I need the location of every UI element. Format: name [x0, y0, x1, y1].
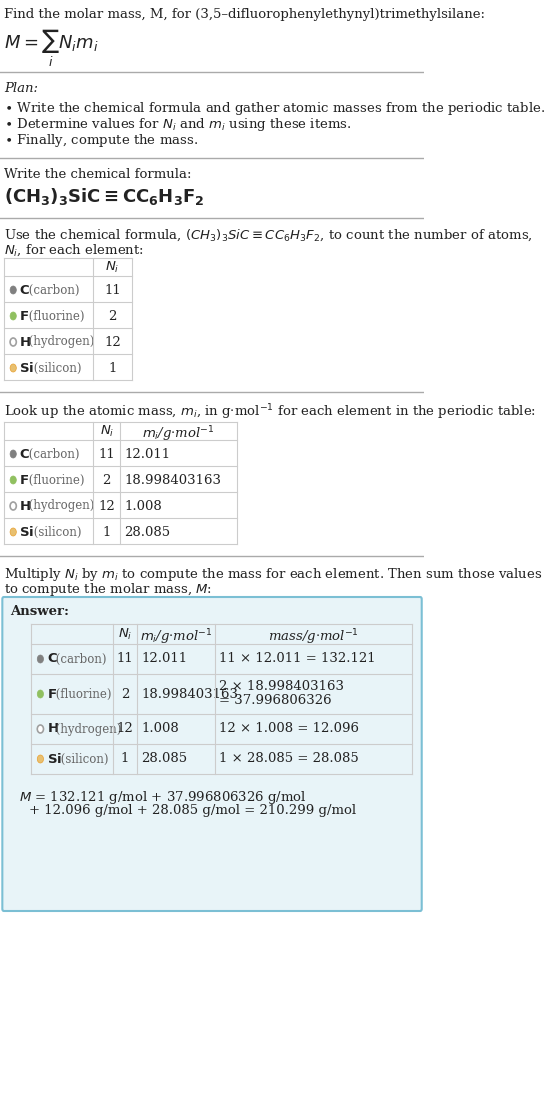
Circle shape [10, 312, 16, 320]
Circle shape [37, 755, 44, 763]
Circle shape [37, 725, 44, 733]
Text: $\mathbf{C}$: $\mathbf{C}$ [46, 652, 57, 666]
Text: = 37.996806326: = 37.996806326 [219, 694, 331, 707]
Circle shape [37, 654, 44, 663]
Text: (silicon): (silicon) [57, 752, 108, 766]
Text: $m_i$/g$\cdot$mol$^{-1}$: $m_i$/g$\cdot$mol$^{-1}$ [143, 424, 215, 443]
Text: $\mathbf{H}$: $\mathbf{H}$ [46, 723, 58, 736]
Text: $\mathbf{Si}$: $\mathbf{Si}$ [46, 752, 62, 766]
Circle shape [10, 502, 16, 510]
Text: $\mathit{M}$ = 132.121 g/mol + 37.996806326 g/mol: $\mathit{M}$ = 132.121 g/mol + 37.996806… [20, 789, 307, 806]
Text: $N_i$: $N_i$ [99, 424, 114, 439]
Text: 2: 2 [109, 309, 117, 322]
Text: $m_i$/g$\cdot$mol$^{-1}$: $m_i$/g$\cdot$mol$^{-1}$ [140, 627, 212, 647]
Text: (carbon): (carbon) [52, 652, 106, 666]
Circle shape [37, 690, 44, 698]
Text: + 12.096 g/mol + 28.085 g/mol = 210.299 g/mol: + 12.096 g/mol + 28.085 g/mol = 210.299 … [29, 804, 356, 817]
Text: $\mathbf{Si}$: $\mathbf{Si}$ [20, 361, 34, 375]
Circle shape [10, 286, 16, 294]
Text: (hydrogen): (hydrogen) [25, 499, 94, 513]
Text: $N_i$: $N_i$ [118, 627, 132, 642]
Text: (carbon): (carbon) [25, 448, 79, 461]
Text: $\mathbf{F}$: $\mathbf{F}$ [20, 309, 29, 322]
Text: 1.008: 1.008 [124, 499, 162, 513]
Text: 12: 12 [104, 336, 121, 349]
Text: Write the chemical formula:: Write the chemical formula: [4, 168, 192, 182]
Text: $\bullet$ Finally, compute the mass.: $\bullet$ Finally, compute the mass. [4, 132, 198, 148]
Text: $\mathbf{F}$: $\mathbf{F}$ [20, 473, 29, 486]
Text: 12.011: 12.011 [141, 652, 187, 666]
Text: 1: 1 [103, 526, 111, 539]
Text: 12: 12 [117, 723, 133, 736]
Text: $\mathbf{F}$: $\mathbf{F}$ [46, 688, 57, 701]
Text: 18.998403163: 18.998403163 [124, 473, 221, 486]
Text: mass/g$\cdot$mol$^{-1}$: mass/g$\cdot$mol$^{-1}$ [268, 627, 359, 647]
Text: (fluorine): (fluorine) [25, 309, 84, 322]
Text: 11: 11 [117, 652, 133, 666]
Text: Multiply $N_i$ by $m_i$ to compute the mass for each element. Then sum those val: Multiply $N_i$ by $m_i$ to compute the m… [4, 566, 542, 583]
Text: Look up the atomic mass, $m_i$, in g$\cdot$mol$^{-1}$ for each element in the pe: Look up the atomic mass, $m_i$, in g$\cd… [4, 402, 536, 421]
Text: $\bullet$ Determine values for $N_i$ and $m_i$ using these items.: $\bullet$ Determine values for $N_i$ and… [4, 116, 352, 133]
Text: (hydrogen): (hydrogen) [25, 336, 94, 349]
Text: 28.085: 28.085 [141, 752, 187, 766]
Text: $\mathbf{Si}$: $\mathbf{Si}$ [20, 525, 34, 539]
Circle shape [10, 338, 16, 346]
Text: Find the molar mass, M, for (3,5–difluorophenylethynyl)trimethylsilane:: Find the molar mass, M, for (3,5–difluor… [4, 8, 485, 21]
Text: 12.011: 12.011 [124, 448, 170, 461]
Text: $\mathbf{(CH_3)_3SiC{\equiv}CC_6H_3F_2}$: $\mathbf{(CH_3)_3SiC{\equiv}CC_6H_3F_2}$ [4, 186, 205, 207]
Circle shape [10, 450, 16, 458]
Text: 1: 1 [121, 752, 129, 766]
Text: 1 × 28.085 = 28.085: 1 × 28.085 = 28.085 [219, 752, 359, 766]
Text: $\mathbf{H}$: $\mathbf{H}$ [20, 499, 31, 513]
Text: 11: 11 [104, 284, 121, 297]
Text: 28.085: 28.085 [124, 526, 170, 539]
Text: $N_i$, for each element:: $N_i$, for each element: [4, 243, 144, 258]
Text: $\bullet$ Write the chemical formula and gather atomic masses from the periodic : $\bullet$ Write the chemical formula and… [4, 100, 545, 117]
Text: 2: 2 [103, 473, 111, 486]
Text: 12: 12 [98, 499, 115, 513]
Text: $M = \sum_i N_i m_i$: $M = \sum_i N_i m_i$ [4, 28, 98, 69]
Text: $\mathbf{C}$: $\mathbf{C}$ [20, 284, 30, 297]
Circle shape [10, 364, 16, 372]
Text: 2 × 18.998403163: 2 × 18.998403163 [219, 681, 344, 693]
Text: 2: 2 [121, 688, 129, 701]
Text: (silicon): (silicon) [29, 362, 81, 374]
Text: (fluorine): (fluorine) [52, 688, 111, 701]
Text: Plan:: Plan: [4, 82, 38, 95]
Text: (hydrogen): (hydrogen) [52, 723, 121, 736]
Text: (silicon): (silicon) [29, 526, 81, 539]
Text: (fluorine): (fluorine) [25, 473, 84, 486]
Text: 11: 11 [98, 448, 115, 461]
Circle shape [10, 528, 16, 536]
Text: $\mathbf{C}$: $\mathbf{C}$ [20, 448, 30, 461]
Text: to compute the molar mass, $M$:: to compute the molar mass, $M$: [4, 581, 212, 598]
Text: Answer:: Answer: [10, 605, 69, 618]
Text: 1.008: 1.008 [141, 723, 179, 736]
Text: Use the chemical formula, $(CH_3)_3SiC{\equiv}CC_6H_3F_2$, to count the number o: Use the chemical formula, $(CH_3)_3SiC{\… [4, 228, 532, 243]
Text: 18.998403163: 18.998403163 [141, 688, 239, 701]
FancyBboxPatch shape [2, 597, 422, 911]
Text: 12 × 1.008 = 12.096: 12 × 1.008 = 12.096 [219, 723, 359, 736]
Text: $\mathbf{H}$: $\mathbf{H}$ [20, 336, 31, 349]
Text: $N_i$: $N_i$ [105, 260, 120, 275]
Text: 1: 1 [109, 362, 117, 374]
Text: (carbon): (carbon) [25, 284, 79, 297]
Circle shape [10, 476, 16, 484]
Text: 11 × 12.011 = 132.121: 11 × 12.011 = 132.121 [219, 652, 376, 666]
